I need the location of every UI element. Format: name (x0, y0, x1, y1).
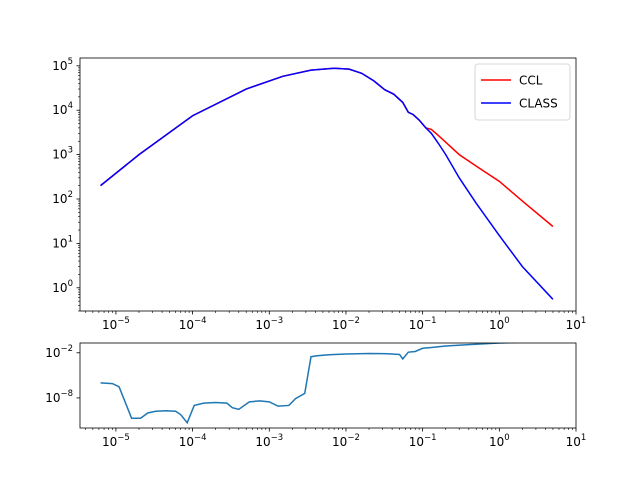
x-tick-label: 100 (489, 433, 510, 449)
legend-box (474, 63, 571, 121)
axes-frame (79, 57, 577, 312)
y-tick-label-base: 10 (52, 59, 67, 73)
y-tick-label: 101 (52, 234, 73, 250)
x-tick-label-base: 10 (179, 318, 194, 332)
x-tick-label-exponent: 1 (581, 316, 586, 326)
x-tick-label-exponent: −3 (271, 433, 284, 443)
y-tick-label-base: 10 (52, 281, 67, 295)
y-tick-label: 10−8 (45, 389, 73, 405)
x-tick-label-base: 10 (102, 435, 117, 449)
x-tick-label: 10−2 (332, 433, 360, 449)
x-tick-label-exponent: 1 (581, 433, 586, 443)
y-tick-label-exponent: 2 (68, 190, 73, 200)
y-tick-label-exponent: 4 (68, 101, 73, 111)
x-tick-label-exponent: −4 (194, 316, 207, 326)
y-tick-label-base: 10 (45, 346, 60, 360)
x-tick-label: 10−5 (102, 433, 130, 449)
y-tick-label: 104 (52, 101, 73, 117)
x-tick-label-exponent: −2 (347, 316, 360, 326)
y-tick-label-exponent: 1 (68, 234, 73, 244)
x-tick-label-base: 10 (332, 435, 347, 449)
x-tick-label-base: 10 (102, 318, 117, 332)
x-tick-label-exponent: −2 (347, 433, 360, 443)
x-tick-label: 10−5 (102, 316, 130, 332)
y-tick-label-base: 10 (52, 192, 67, 206)
x-tick-label-base: 10 (409, 435, 424, 449)
x-tick-label-exponent: −1 (424, 316, 437, 326)
y-tick-label-exponent: −2 (60, 344, 73, 354)
legend-label-class: CLASS (519, 97, 558, 111)
top-plot: 10−5 10−4 10−3 10−2 10−1 100 10110010110210310… (52, 57, 586, 332)
series-line-plot1-0 (100, 343, 524, 425)
x-tick-label-exponent: −1 (424, 433, 437, 443)
y-tick-label-exponent: 5 (68, 57, 73, 67)
x-tick-label-base: 10 (489, 435, 504, 449)
y-tick-label-exponent: 0 (68, 279, 73, 289)
y-tick-label-base: 10 (45, 391, 60, 405)
y-tick-label-base: 10 (52, 148, 67, 162)
x-tick-label: 10−4 (179, 316, 207, 332)
y-tick-label: 102 (52, 190, 73, 206)
x-tick-label-exponent: 0 (504, 316, 509, 326)
y-tick-label-base: 10 (52, 103, 67, 117)
y-tick-label-exponent: −8 (60, 389, 73, 399)
x-tick-label-exponent: 0 (504, 433, 509, 443)
x-tick-label: 10−1 (409, 316, 437, 332)
x-tick-label-base: 10 (489, 318, 504, 332)
x-tick-label: 10−4 (179, 433, 207, 449)
y-tick-label: 105 (52, 57, 73, 73)
x-tick-label: 10−2 (332, 316, 360, 332)
y-tick-label: 10−2 (45, 344, 73, 360)
x-tick-label-exponent: −3 (271, 316, 284, 326)
series-line-class (100, 67, 554, 300)
x-tick-label: 10−3 (255, 433, 283, 449)
x-tick-label-base: 10 (566, 435, 581, 449)
x-tick-label: 10−1 (409, 433, 437, 449)
x-tick-label: 101 (566, 433, 587, 449)
y-tick-label-base: 10 (52, 236, 67, 250)
x-tick-label-exponent: −5 (117, 316, 130, 326)
x-tick-label-base: 10 (255, 435, 270, 449)
axes-frame (79, 342, 577, 429)
x-tick-label-base: 10 (409, 318, 424, 332)
y-tick-label: 103 (52, 146, 73, 162)
x-tick-label-base: 10 (566, 318, 581, 332)
x-tick-label-exponent: −5 (117, 433, 130, 443)
x-tick-label: 100 (489, 316, 510, 332)
x-tick-label-exponent: −4 (194, 433, 207, 443)
y-tick-label-exponent: 3 (68, 146, 73, 156)
x-tick-label-base: 10 (255, 318, 270, 332)
x-tick-label-base: 10 (179, 435, 194, 449)
x-tick-label: 10−3 (255, 316, 283, 332)
legend-label-ccl: CCL (519, 74, 543, 88)
y-tick-label: 100 (52, 279, 73, 295)
x-tick-label-base: 10 (332, 318, 347, 332)
x-tick-label: 101 (566, 316, 587, 332)
